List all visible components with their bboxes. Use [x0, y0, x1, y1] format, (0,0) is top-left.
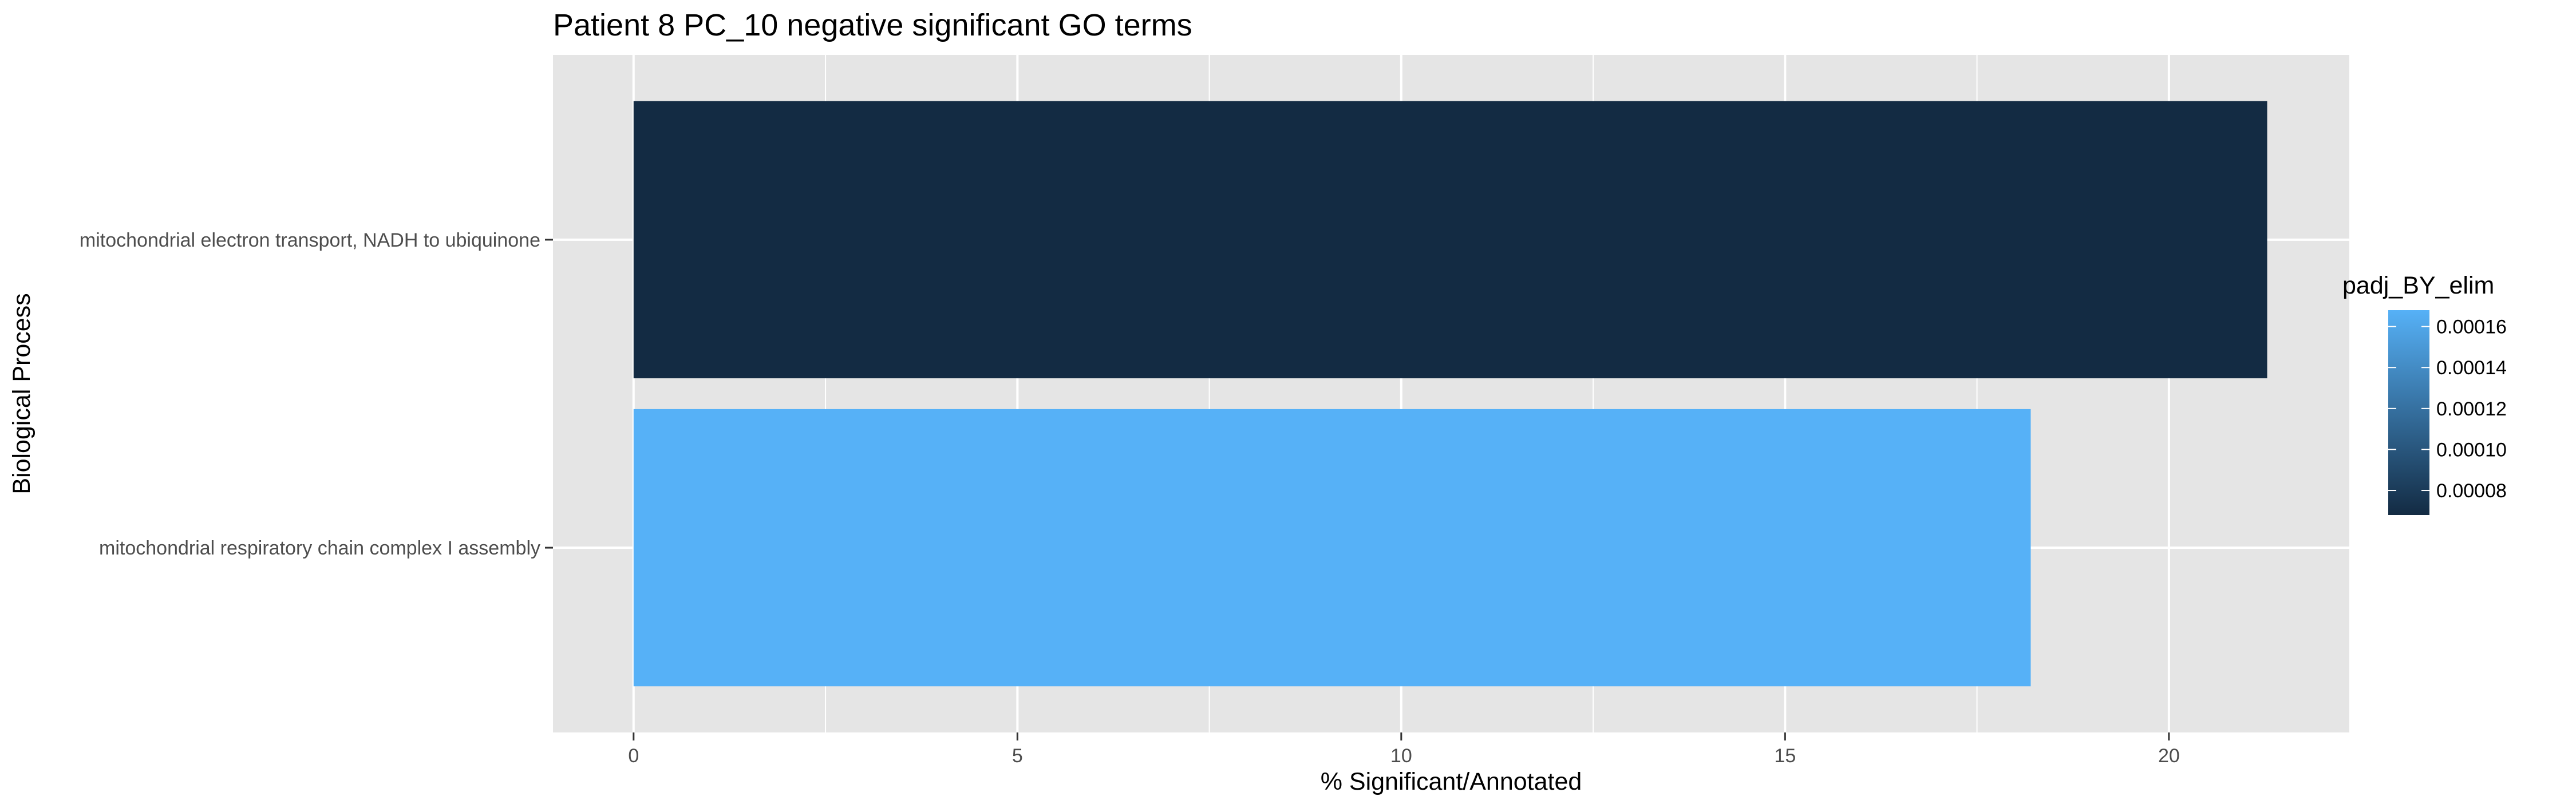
legend-title: padj_BY_elim [2342, 272, 2494, 299]
legend-ticks: 0.00016 0.00014 0.00012 0.00010 0.00008 [2388, 316, 2507, 502]
legend-label: 0.00016 [2436, 316, 2507, 338]
colorbar [2388, 310, 2429, 515]
x-axis-title: % Significant/Annotated [1321, 768, 1582, 795]
y-tick-label: mitochondrial electron transport, NADH t… [80, 229, 540, 251]
y-tick-label: mitochondrial respiratory chain complex … [99, 537, 540, 559]
chart-title: Patient 8 PC_10 negative significant GO … [553, 8, 1192, 42]
x-tick-label: 15 [1774, 745, 1796, 767]
x-tick-label: 20 [2158, 745, 2180, 767]
bars [633, 101, 2267, 687]
legend-label: 0.00012 [2436, 398, 2507, 420]
x-tick-label: 0 [628, 745, 639, 767]
x-axis: 0 5 10 15 20 [628, 732, 2180, 767]
bar [633, 409, 2031, 687]
legend-label: 0.00008 [2436, 480, 2507, 502]
y-axis-title: Biological Process [8, 293, 35, 494]
y-axis: mitochondrial electron transport, NADH t… [80, 229, 553, 559]
legend: padj_BY_elim 0.000160.000140.000120.0001… [2342, 272, 2507, 515]
bar [633, 101, 2267, 379]
x-tick-label: 10 [1390, 745, 1412, 767]
legend-label: 0.00010 [2436, 439, 2507, 461]
legend-label: 0.00014 [2436, 357, 2507, 379]
x-tick-label: 5 [1012, 745, 1023, 767]
